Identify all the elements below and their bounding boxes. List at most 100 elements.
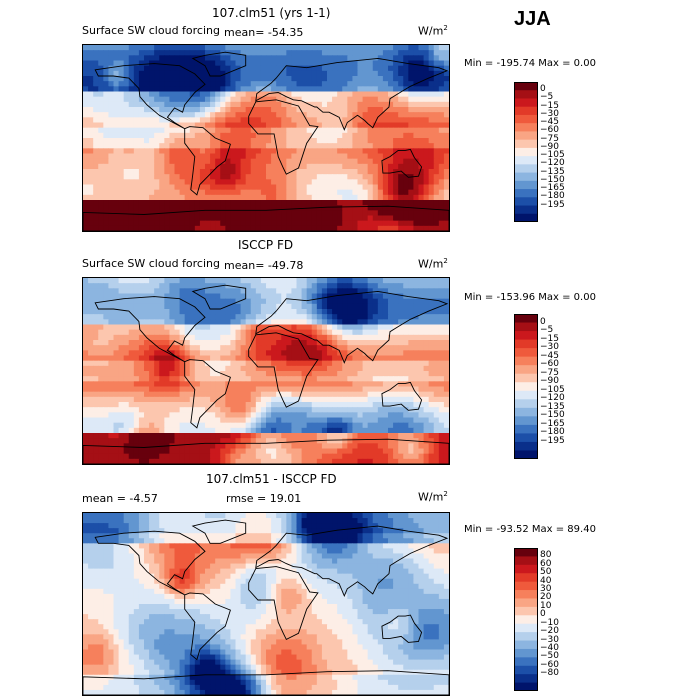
map-field [83,278,449,464]
colorbar-tick-label: −165 [540,183,565,194]
colorbar-tick-label: −120 [540,158,565,169]
panel2-colorbar: 0 −5 −15 −30 −45 −60 −75 −90 −105 −120 −135 −150 −16… [514,314,594,459]
colorbar-frame [514,82,538,222]
colorbar-swatch [514,590,538,599]
coastline [248,566,319,641]
colorbar-tick-label: −90 [540,376,559,387]
colorbar-tick-label: 80 [540,550,552,561]
coastline [255,525,449,598]
colorbar-swatch [514,390,538,400]
map-field [83,45,449,231]
colorbar-tick-label: −40 [540,642,559,653]
colorbar-tick-label: −80 [540,668,559,679]
colorbar-swatch [514,598,538,608]
colorbar-swatch [514,365,538,375]
colorbar-swatch [514,665,538,675]
season-label: JJA [514,8,551,30]
colorbar-tick-label: −195 [540,199,565,210]
colorbar-tick-label: 30 [540,584,552,595]
colorbar-tick-label: −90 [540,141,559,152]
map-field [83,513,449,695]
colorbar-frame [514,314,538,459]
colorbar-swatch [514,682,538,691]
colorbar-swatch [514,674,538,684]
colorbar-tick-label: 0 [540,316,546,327]
colorbar-tick-label: −105 [540,150,565,161]
colorbar-tick-label: −60 [540,125,559,136]
colorbar-swatch [514,172,538,182]
colorbar-tick-label: −135 [540,401,565,412]
colorbar-swatch [514,90,538,99]
colorbar-tick-label: −75 [540,133,559,144]
colorbar-swatch [514,373,538,383]
colorbar-frame [514,548,538,691]
panel1-units: W/m2 [418,24,448,38]
colorbar-tick-label: −180 [540,191,565,202]
colorbar-swatch [514,197,538,207]
panel3-colorbar: 80 60 50 40 30 20 10 0 −10 −20 −30 −40 −50 −60 −80 [514,548,594,691]
colorbar-tick-label: −150 [540,410,565,421]
panel1-field-label: Surface SW cloud forcing [82,24,220,37]
colorbar-swatch [514,581,538,591]
colorbar-tick-label: −20 [540,626,559,637]
colorbar-swatch [514,657,538,667]
colorbar-swatch [514,123,538,132]
colorbar-tick-label: 60 [540,558,552,569]
colorbar-tick-label: −5 [540,92,554,103]
colorbar-tick-label: −195 [540,435,565,446]
colorbar-swatch [514,450,538,459]
colorbar-swatch [514,339,538,349]
colorbar-swatch [514,433,538,443]
colorbar-tick-label: −120 [540,393,565,404]
panel3-minmax: Min = -93.52 Max = 89.40 [464,524,596,535]
panel3-rmse: rmse = 19.01 [226,492,302,505]
colorbar-swatch [514,441,538,451]
colorbar-swatch [514,331,538,341]
coastline [83,438,449,464]
panel3-units: W/m2 [418,490,448,504]
panel1-map [82,44,450,232]
colorbar-swatch [514,156,538,165]
colorbar-tick-label: −10 [540,617,559,628]
coastline [94,530,206,596]
colorbar-swatch [514,399,538,409]
colorbar-tick-label: −75 [540,367,559,378]
colorbar-swatch [514,180,538,190]
colorbar-swatches [514,548,538,691]
colorbar-swatch [514,564,538,574]
coastline [191,284,247,310]
coastline [381,148,423,178]
coastline [83,205,449,231]
colorbar-tick-label: −30 [540,634,559,645]
colorbar-tick-label: 20 [540,592,552,603]
coastline [94,63,206,130]
colorbar-swatch [514,648,538,658]
colorbar-tick-label: −15 [540,333,559,344]
panel2-minmax: Min = -153.96 Max = 0.00 [464,292,596,303]
colorbar-tick-label: −45 [540,350,559,361]
panel2-field-label: Surface SW cloud forcing [82,257,220,270]
coastline [184,592,231,661]
panel2-mean: mean= -49.78 [224,259,304,272]
colorbar-swatches [514,82,538,222]
colorbar-tick-label: 50 [540,567,552,578]
panel2-map [82,277,450,465]
colorbar-swatch [514,147,538,157]
coastline [381,614,423,643]
colorbar-tick-label: −30 [540,108,559,119]
colorbar-tick-label: −50 [540,651,559,662]
colorbar-swatch [514,82,538,91]
colorbar-tick-label: 0 [540,609,546,620]
colorbar-swatch [514,615,538,625]
colorbar-swatch [514,131,538,141]
colorbar-swatch [514,322,538,332]
colorbar-swatch [514,114,538,124]
colorbar-swatch [514,424,538,434]
colorbar-tick-label: −45 [540,117,559,128]
panel1-colorbar: 0 −5 −15 −30 −45 −60 −75 −90 −105 −120 −135 −150 −16… [514,82,594,222]
colorbar-tick-label: −135 [540,166,565,177]
coastline [255,57,449,131]
colorbar-swatch [514,139,538,149]
colorbar-swatches [514,314,538,459]
panel1-minmax: Min = -195.74 Max = 0.00 [464,58,596,69]
